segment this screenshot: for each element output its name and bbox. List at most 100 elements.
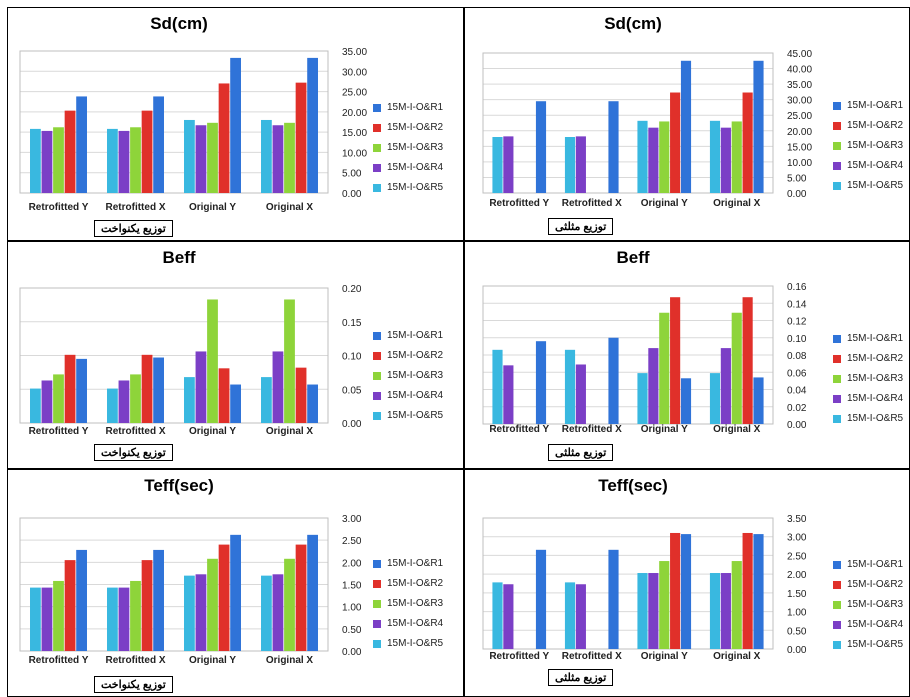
y-tick-label: 45.00 xyxy=(787,49,812,60)
legend-item: 15M-I-O&R3 xyxy=(833,595,903,615)
chart-panel: Teff(sec) 0.00 0.50 1.00 1.50 2.00 2.50 3.00 Ret… xyxy=(7,469,464,697)
legend-swatch xyxy=(373,164,381,172)
legend-item: 15M-I-O&R3 xyxy=(833,369,903,389)
y-tick-label: 35.00 xyxy=(787,80,812,91)
y-tick-label: 25.00 xyxy=(787,111,812,122)
distribution-caption: توزیع یکنواخت xyxy=(94,444,173,461)
y-tick-label: 2.50 xyxy=(342,536,362,547)
bar-4 xyxy=(195,574,207,651)
x-category-label: Original Y xyxy=(189,655,236,666)
y-tick-label: 0.05 xyxy=(342,385,362,396)
legend-swatch xyxy=(833,142,841,150)
distribution-caption: توزیع مثلثی xyxy=(548,444,614,461)
legend-label: 15M-I-O&R1 xyxy=(847,559,904,570)
y-tick-label: 0.08 xyxy=(787,351,807,362)
y-tick-label: 0.00 xyxy=(342,419,362,430)
legend-item: 15M-I-O&R5 xyxy=(373,406,443,426)
plot-frame xyxy=(482,517,774,650)
legend-label: 15M-I-O&R3 xyxy=(847,373,904,384)
y-tick-label: 30.00 xyxy=(342,67,367,78)
chart-svg: 0.00 5.00 10.00 15.00 20.00 25.00 30.00 35.00 Re… xyxy=(19,47,367,213)
bar-3 xyxy=(659,561,670,649)
bar-2 xyxy=(295,367,307,423)
bar-5 xyxy=(184,575,195,651)
bar-5 xyxy=(492,137,503,193)
y-tick-label: 2.50 xyxy=(787,551,807,562)
legend-swatch xyxy=(373,640,381,648)
x-category-label: Retrofitted Y xyxy=(29,655,89,666)
y-tick-label: 40.00 xyxy=(787,65,812,76)
x-category-label: Original X xyxy=(266,202,314,213)
bar-2 xyxy=(670,92,681,193)
legend-item: 15M-I-O&R1 xyxy=(373,98,443,118)
y-tick-label: 5.00 xyxy=(342,169,362,180)
x-category-label: Retrofitted Y xyxy=(489,424,549,435)
bar-1 xyxy=(230,384,241,423)
legend-label: 15M-I-O&R2 xyxy=(847,579,904,590)
y-tick-label: 1.50 xyxy=(342,581,362,592)
legend-swatch xyxy=(833,162,841,170)
bar-3 xyxy=(130,127,141,193)
x-category-label: Original Y xyxy=(641,198,688,209)
legend-label: 15M-I-O&R4 xyxy=(847,160,904,171)
legend-swatch xyxy=(833,621,841,629)
bar-5 xyxy=(492,349,503,424)
x-category-label: Original Y xyxy=(189,426,236,437)
bar-2 xyxy=(742,532,753,649)
bar-4 xyxy=(195,351,207,423)
y-tick-label: 10.00 xyxy=(342,148,367,159)
chart-title: Sd(cm) xyxy=(150,14,208,33)
bar-3 xyxy=(284,122,295,193)
y-tick-label: 10.00 xyxy=(787,158,812,169)
bar-3 xyxy=(731,121,742,193)
legend-item: 15M-I-O&R2 xyxy=(373,346,443,366)
bar-5 xyxy=(637,573,648,649)
bar-1 xyxy=(153,357,164,423)
plot-frame xyxy=(19,50,329,194)
legend-label: 15M-I-O&R1 xyxy=(847,100,904,111)
legend-item: 15M-I-O&R5 xyxy=(373,634,443,654)
y-tick-label: 2.00 xyxy=(787,570,807,581)
bar-4 xyxy=(720,127,731,193)
bar-4 xyxy=(41,130,53,193)
bar-5 xyxy=(709,373,721,424)
y-tick-label: 3.00 xyxy=(342,514,362,525)
y-tick-label: 0.10 xyxy=(342,352,362,363)
legend-item: 15M-I-O&R1 xyxy=(833,555,903,575)
bar-2 xyxy=(295,82,307,193)
y-tick-label: 0.16 xyxy=(787,282,807,293)
bar-3 xyxy=(207,558,218,651)
legend-label: 15M-I-O&R3 xyxy=(847,140,904,151)
legend-swatch xyxy=(373,104,381,112)
bar-1 xyxy=(753,377,764,424)
bar-3 xyxy=(53,580,64,651)
x-category-label: Retrofitted X xyxy=(106,426,166,437)
legend-item: 15M-I-O&R4 xyxy=(833,389,903,409)
bar-5 xyxy=(709,120,721,193)
legend-swatch xyxy=(833,581,841,589)
x-category-label: Original Y xyxy=(641,424,688,435)
legend-item: 15M-I-O&R5 xyxy=(833,409,903,429)
y-tick-label: 20.00 xyxy=(787,127,812,138)
bar-1 xyxy=(535,549,547,649)
bar-4 xyxy=(41,587,53,651)
bar-1 xyxy=(76,549,87,651)
bar-2 xyxy=(64,110,76,193)
legend: 15M-I-O&R1 15M-I-O&R2 15M-I-O&R3 15M-I-O&R4… xyxy=(833,555,903,655)
bar-2 xyxy=(64,354,76,423)
chart-title: Beff xyxy=(616,248,650,267)
y-tick-label: 0.12 xyxy=(787,317,807,328)
legend-swatch xyxy=(833,395,841,403)
bar-1 xyxy=(535,341,547,424)
bar-1 xyxy=(680,60,692,194)
distribution-caption: توزیع مثلثی xyxy=(548,669,614,686)
bar-3 xyxy=(659,312,670,424)
bar-4 xyxy=(720,573,731,649)
bar-5 xyxy=(564,582,576,649)
legend-swatch xyxy=(373,124,381,132)
bar-1 xyxy=(680,534,692,649)
bar-2 xyxy=(670,532,681,649)
x-category-label: Original X xyxy=(266,426,314,437)
y-tick-label: 0.00 xyxy=(342,647,362,658)
